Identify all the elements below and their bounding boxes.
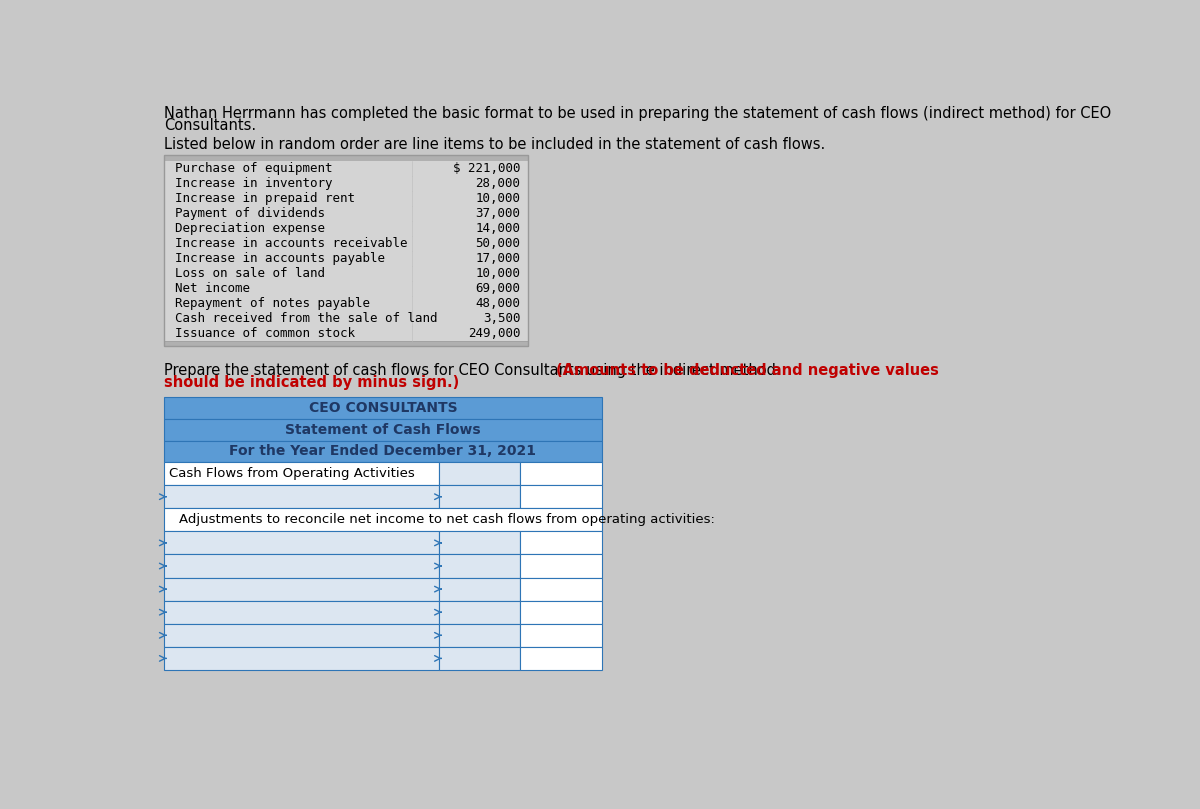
- Bar: [164, 176, 528, 191]
- Bar: [164, 155, 528, 161]
- Text: Payment of dividends: Payment of dividends: [175, 207, 325, 220]
- Text: Consultants.: Consultants.: [164, 118, 256, 133]
- Bar: [164, 311, 528, 326]
- Text: 10,000: 10,000: [475, 267, 521, 280]
- Bar: [521, 647, 602, 670]
- Bar: [164, 508, 602, 532]
- Bar: [164, 161, 528, 176]
- Bar: [164, 326, 528, 341]
- Text: Purchase of equipment: Purchase of equipment: [175, 162, 332, 175]
- Bar: [439, 600, 521, 624]
- Bar: [164, 341, 528, 345]
- Bar: [521, 554, 602, 578]
- Text: 17,000: 17,000: [475, 252, 521, 265]
- Bar: [164, 647, 439, 670]
- Text: Prepare the statement of cash flows for CEO Consultants using the indirect metho: Prepare the statement of cash flows for …: [164, 362, 785, 378]
- Text: Increase in accounts receivable: Increase in accounts receivable: [175, 237, 407, 250]
- Text: Increase in accounts payable: Increase in accounts payable: [175, 252, 385, 265]
- Text: Increase in inventory: Increase in inventory: [175, 177, 332, 190]
- Text: Depreciation expense: Depreciation expense: [175, 222, 325, 235]
- Text: Increase in prepaid rent: Increase in prepaid rent: [175, 192, 355, 205]
- Text: Statement of Cash Flows: Statement of Cash Flows: [286, 423, 481, 437]
- Bar: [521, 485, 602, 508]
- Bar: [164, 485, 439, 508]
- Bar: [164, 281, 528, 296]
- Text: Listed below in random order are line items to be included in the statement of c: Listed below in random order are line it…: [164, 137, 826, 152]
- Text: $ 221,000: $ 221,000: [452, 162, 521, 175]
- Text: 48,000: 48,000: [475, 297, 521, 310]
- Text: 10,000: 10,000: [475, 192, 521, 205]
- Bar: [439, 578, 521, 600]
- Bar: [521, 578, 602, 600]
- Bar: [164, 532, 439, 554]
- Bar: [164, 440, 602, 462]
- Text: 28,000: 28,000: [475, 177, 521, 190]
- Bar: [439, 554, 521, 578]
- Text: Issuance of common stock: Issuance of common stock: [175, 327, 355, 340]
- Bar: [164, 624, 439, 647]
- Bar: [164, 296, 528, 311]
- Text: 3,500: 3,500: [482, 312, 521, 325]
- Bar: [521, 600, 602, 624]
- Bar: [164, 578, 439, 600]
- Text: 37,000: 37,000: [475, 207, 521, 220]
- Bar: [164, 462, 439, 485]
- Bar: [164, 600, 439, 624]
- Bar: [439, 647, 521, 670]
- Text: should be indicated by minus sign.): should be indicated by minus sign.): [164, 375, 460, 390]
- Text: CEO CONSULTANTS: CEO CONSULTANTS: [308, 401, 457, 415]
- Bar: [164, 251, 528, 266]
- Text: 249,000: 249,000: [468, 327, 521, 340]
- Text: Loss on sale of land: Loss on sale of land: [175, 267, 325, 280]
- Bar: [164, 206, 528, 221]
- Bar: [164, 397, 602, 419]
- Text: 14,000: 14,000: [475, 222, 521, 235]
- Bar: [164, 419, 602, 440]
- Bar: [439, 462, 521, 485]
- Bar: [439, 624, 521, 647]
- Text: (Amounts to be deducted and negative values: (Amounts to be deducted and negative val…: [557, 362, 940, 378]
- Bar: [521, 624, 602, 647]
- Bar: [439, 532, 521, 554]
- Text: Cash received from the sale of land: Cash received from the sale of land: [175, 312, 437, 325]
- Bar: [439, 485, 521, 508]
- Bar: [164, 554, 439, 578]
- Text: Nathan Herrmann has completed the basic format to be used in preparing the state: Nathan Herrmann has completed the basic …: [164, 106, 1111, 121]
- Text: Net income: Net income: [175, 282, 250, 295]
- Bar: [164, 236, 528, 251]
- Text: Repayment of notes payable: Repayment of notes payable: [175, 297, 370, 310]
- Text: For the Year Ended December 31, 2021: For the Year Ended December 31, 2021: [229, 444, 536, 458]
- Bar: [164, 266, 528, 281]
- Text: Adjustments to reconcile net income to net cash flows from operating activities:: Adjustments to reconcile net income to n…: [180, 513, 715, 527]
- Bar: [521, 462, 602, 485]
- Text: Cash Flows from Operating Activities: Cash Flows from Operating Activities: [168, 467, 414, 480]
- Text: 69,000: 69,000: [475, 282, 521, 295]
- Bar: [164, 221, 528, 236]
- Text: 50,000: 50,000: [475, 237, 521, 250]
- Bar: [521, 532, 602, 554]
- Bar: [164, 155, 528, 345]
- Bar: [164, 191, 528, 206]
